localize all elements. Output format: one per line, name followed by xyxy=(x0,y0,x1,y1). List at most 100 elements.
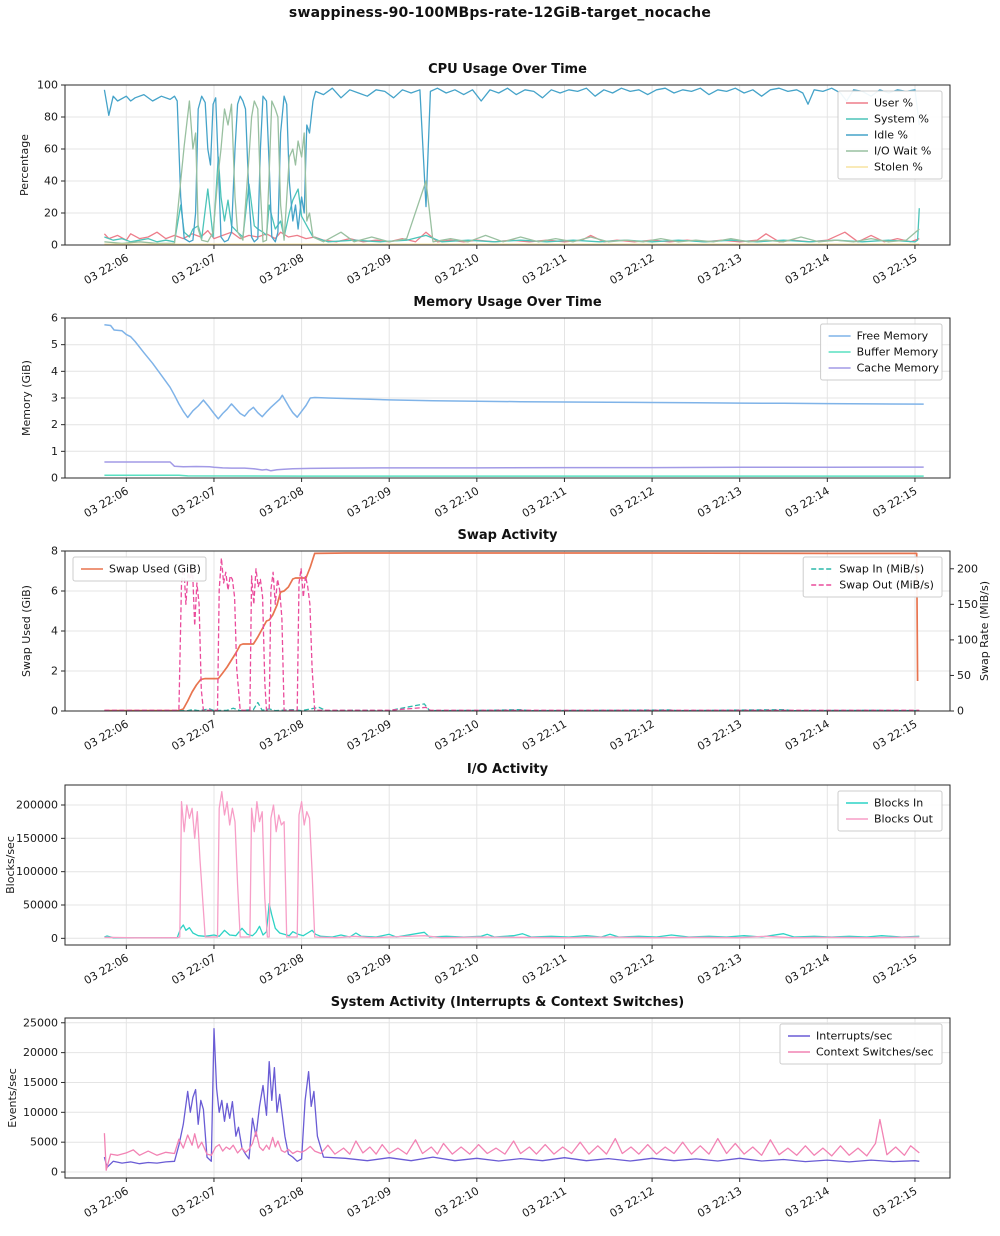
y-tick-label: 4 xyxy=(51,625,58,638)
legend-label-user: User % xyxy=(874,97,913,110)
x-tick-label: 03 22:12 xyxy=(607,717,656,753)
x-tick-label: 03 22:14 xyxy=(783,484,832,520)
x-tick-label: 03 22:11 xyxy=(520,1184,569,1220)
y-tick-label: 5 xyxy=(51,338,58,351)
legend-label-free-memory: Free Memory xyxy=(857,330,929,343)
legend-label-cache-memory: Cache Memory xyxy=(857,362,940,375)
plot-border xyxy=(64,1017,951,1179)
x-tick-label: 03 22:10 xyxy=(432,1184,481,1220)
x-tick-label: 03 22:09 xyxy=(345,484,394,520)
x-tick-label: 03 22:08 xyxy=(257,251,306,287)
chart-io-activity: 03 22:06 03 22:07 03 22:08 03 22:09 03 22:10… xyxy=(0,753,1000,1003)
x-tick-label: 03 22:12 xyxy=(607,1184,656,1220)
series-buffer-memory xyxy=(104,474,924,477)
plot-border xyxy=(64,784,951,946)
y-tick-label: 0 xyxy=(51,472,58,485)
y-tick-label: 0 xyxy=(51,1166,58,1179)
chart-title-swap-activity: Swap Activity xyxy=(457,528,558,543)
legend: Free Memory Buffer Memory Cache Memory xyxy=(820,323,943,381)
y-tick-label: 100000 xyxy=(16,865,58,878)
chart-svg-cpu-usage: 03 22:06 03 22:07 03 22:08 03 22:09 03 22:10… xyxy=(18,62,951,287)
y-tick-label: 15000 xyxy=(23,1076,58,1089)
chart-title-memory-usage: Memory Usage Over Time xyxy=(413,295,602,310)
y-tick-label: 80 xyxy=(44,111,58,124)
x-tick-label: 03 22:09 xyxy=(345,951,394,987)
y2-axis-label: Swap Rate (MiB/s) xyxy=(978,581,991,681)
x-tick-label: 03 22:09 xyxy=(345,1184,394,1220)
chart-svg-system-activity: 03 22:06 03 22:07 03 22:08 03 22:09 03 22:10… xyxy=(6,995,951,1220)
legend-box xyxy=(72,556,207,582)
y-tick-label: 3 xyxy=(51,392,58,405)
y-tick-label: 40 xyxy=(44,175,58,188)
chart-swap-activity: 03 22:06 03 22:07 03 22:08 03 22:09 03 22:10… xyxy=(0,519,1000,769)
series-idle xyxy=(103,87,920,243)
legend-label-interrupts-sec: Interrupts/sec xyxy=(816,1030,892,1043)
x-tick-label: 03 22:11 xyxy=(520,484,569,520)
x-tick-label: 03 22:12 xyxy=(607,951,656,987)
x-tick-label: 03 22:07 xyxy=(169,1184,218,1220)
x-tick-label: 03 22:08 xyxy=(257,951,306,987)
x-tick-label: 03 22:06 xyxy=(82,951,131,987)
y-axis-label: Percentage xyxy=(18,134,31,196)
y-tick-label: 10000 xyxy=(23,1106,58,1119)
plot-border xyxy=(64,84,951,246)
y-tick-label: 20000 xyxy=(23,1046,58,1059)
y-tick-label: 4 xyxy=(51,365,58,378)
y-tick-label: 20 xyxy=(44,207,58,220)
x-tick-label: 03 22:13 xyxy=(695,484,744,520)
y-tick-label: 1 xyxy=(51,445,58,458)
chart-svg-swap-activity: 03 22:06 03 22:07 03 22:08 03 22:09 03 22:10… xyxy=(20,528,991,753)
chart-system-activity: 03 22:06 03 22:07 03 22:08 03 22:09 03 22:10… xyxy=(0,986,1000,1236)
y-tick-label: 200000 xyxy=(16,799,58,812)
legend: Interrupts/sec Context Switches/sec xyxy=(779,1023,943,1065)
y-axis-label: Swap Used (GiB) xyxy=(20,585,33,677)
x-tick-label: 03 22:07 xyxy=(169,717,218,753)
x-tick-label: 03 22:10 xyxy=(432,251,481,287)
y-tick-label: 60 xyxy=(44,143,58,156)
chart-title-system-activity: System Activity (Interrupts & Context Sw… xyxy=(331,995,684,1010)
legend-label-system: System % xyxy=(874,113,929,126)
legend-label-swap-in-mib-s: Swap In (MiB/s) xyxy=(839,563,924,576)
x-tick-label: 03 22:11 xyxy=(520,251,569,287)
legend-label-swap-used-gib: Swap Used (GiB) xyxy=(109,563,201,576)
y-axis-label: Blocks/sec xyxy=(4,836,17,894)
y-tick-label: 25000 xyxy=(23,1016,58,1029)
x-tick-label: 03 22:08 xyxy=(257,717,306,753)
chart-svg-memory-usage: 03 22:06 03 22:07 03 22:08 03 22:09 03 22:10… xyxy=(20,295,951,520)
y-tick-label: 2 xyxy=(51,418,58,431)
x-tick-label: 03 22:11 xyxy=(520,717,569,753)
x-tick-label: 03 22:10 xyxy=(432,484,481,520)
x-tick-label: 03 22:14 xyxy=(783,251,832,287)
y-tick-label: 100 xyxy=(37,79,58,92)
y-tick-label: 6 xyxy=(51,585,58,598)
figure-title: swappiness-90-100MBps-rate-12GiB-target_… xyxy=(288,5,712,21)
legend: Swap In (MiB/s) Swap Out (MiB/s) xyxy=(802,556,943,598)
y2-tick-label: 0 xyxy=(957,705,964,718)
chart-svg-io-activity: 03 22:06 03 22:07 03 22:08 03 22:09 03 22:10… xyxy=(4,762,951,987)
y-tick-label: 5000 xyxy=(30,1136,58,1149)
x-tick-label: 03 22:12 xyxy=(607,484,656,520)
x-tick-label: 03 22:13 xyxy=(695,251,744,287)
legend-box xyxy=(779,1023,943,1065)
series-free-memory xyxy=(104,323,924,420)
x-tick-label: 03 22:06 xyxy=(82,1184,131,1220)
x-tick-label: 03 22:06 xyxy=(82,717,131,753)
y2-tick-label: 50 xyxy=(957,669,971,682)
y2-tick-label: 150 xyxy=(957,598,978,611)
series-system xyxy=(104,156,920,243)
x-tick-label: 03 22:15 xyxy=(870,1184,919,1220)
legend-label-context-switches-sec: Context Switches/sec xyxy=(816,1046,934,1059)
legend-label-idle: Idle % xyxy=(874,129,908,142)
legend-label-blocks-in: Blocks In xyxy=(874,797,923,810)
y2-tick-label: 200 xyxy=(957,562,978,575)
legend-box xyxy=(802,556,943,598)
x-tick-label: 03 22:14 xyxy=(783,951,832,987)
y-tick-label: 50000 xyxy=(23,899,58,912)
y-tick-label: 6 xyxy=(51,312,58,325)
legend-label-stolen: Stolen % xyxy=(874,161,923,174)
y-axis-label: Events/sec xyxy=(6,1068,19,1128)
x-tick-label: 03 22:07 xyxy=(169,251,218,287)
x-tick-label: 03 22:15 xyxy=(870,717,919,753)
series-blocks-out xyxy=(104,791,920,939)
y-tick-label: 0 xyxy=(51,239,58,252)
